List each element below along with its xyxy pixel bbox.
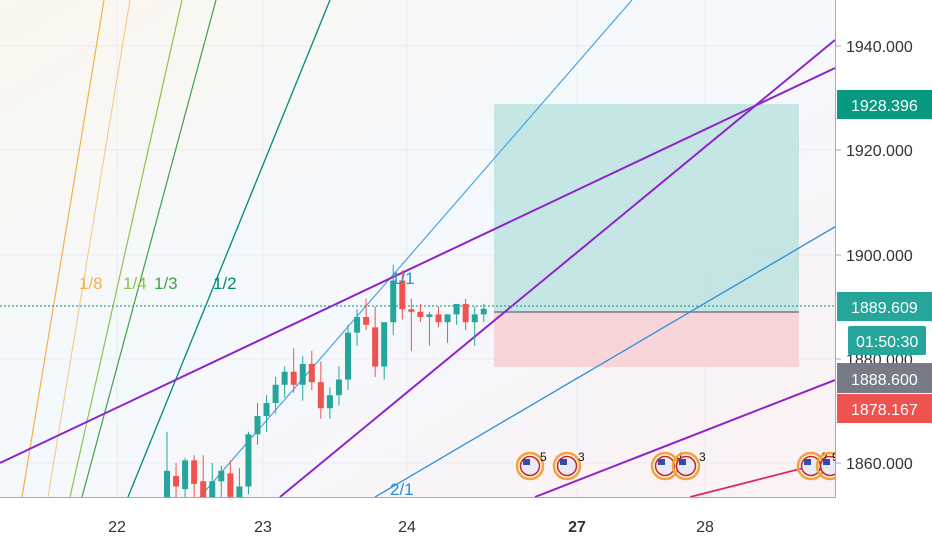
fan-line-2-1 (374, 226, 835, 497)
candle-body-up (236, 486, 243, 497)
candle-body-up (254, 416, 261, 435)
y-tick-label: 1940.000 (846, 39, 913, 56)
stop-loss-price-text: 1878.167 (851, 402, 918, 419)
trend-channel[interactable] (0, 39, 835, 497)
event-count: 4 (676, 450, 683, 464)
candle-body-up (335, 379, 342, 396)
candle-body-up (390, 280, 397, 323)
candle-body-down (227, 473, 234, 497)
economic-event-marker[interactable]: 2 (796, 450, 828, 481)
channel-upper-line (0, 67, 835, 464)
crosshair-price-text: 1888.600 (851, 372, 918, 389)
fan-label: 1/2 (213, 274, 237, 293)
candle-body-up (209, 481, 216, 497)
last-price-text: 1889.609 (851, 300, 918, 317)
candlestick-series (164, 264, 487, 497)
event-markers[interactable]: 5 3 4 3 29 (515, 450, 843, 481)
candle-body-up (272, 384, 279, 404)
candle-body-up (281, 371, 288, 385)
candle-body-down (417, 311, 424, 317)
fan-label: 1/8 (79, 274, 103, 293)
candle-body-down (290, 371, 297, 385)
fan-label: 1/1 (391, 269, 415, 288)
candle-body-down (363, 316, 370, 325)
candle-body-up (471, 314, 478, 323)
fan-label: 1/3 (154, 274, 178, 293)
y-tick-label: 1860.000 (846, 456, 913, 473)
candle-body-up (453, 303, 460, 315)
candle-body-down (173, 476, 180, 487)
price-label-badges: 1928.396 1889.609 01:50:30 1888.600 1878… (837, 90, 932, 423)
candle-body-up (164, 470, 170, 497)
price-scale-ticks (836, 45, 841, 464)
channel-middle-line (279, 39, 835, 497)
candle-body-up (326, 395, 333, 409)
event-count: 5 (540, 450, 547, 464)
fan-label: 1/4 (123, 274, 147, 293)
candle-body-up (480, 308, 487, 315)
fan-line-1-6 (47, 0, 131, 497)
economic-event-marker[interactable]: 3 (671, 450, 706, 481)
y-tick-label: 1920.000 (846, 143, 913, 160)
candle-body-down (191, 460, 198, 484)
candle-body-up (245, 434, 252, 487)
x-tick-label: 28 (696, 519, 714, 536)
stop-loss-price-label: 1878.167 (837, 394, 932, 423)
candle-body-up (354, 316, 361, 333)
x-tick-label: 23 (254, 519, 272, 536)
fan-labels: 1/8 1/4 1/3 1/2 1/1 2/1 (79, 269, 415, 499)
candle-body-up (263, 403, 270, 417)
candle-body-up (426, 314, 433, 317)
fan-line-1-4 (69, 0, 183, 497)
position-loss-zone[interactable] (494, 312, 799, 367)
fan-line-1-1 (199, 0, 633, 497)
economic-event-marker[interactable]: 5 (515, 450, 547, 481)
candle-body-down (200, 481, 207, 497)
x-tick-label: 24 (398, 519, 416, 536)
candle-body-down (435, 314, 442, 323)
y-tick-label: 1900.000 (846, 248, 913, 265)
economic-event-marker[interactable]: 9 (815, 450, 843, 481)
x-tick-label: 22 (108, 519, 126, 536)
fan-line-1-8 (21, 0, 105, 497)
economic-event-marker[interactable]: 3 (552, 450, 585, 481)
event-count: 3 (699, 450, 706, 464)
candle-body-down (308, 363, 315, 383)
countdown-label: 01:50:30 (848, 326, 926, 355)
candle-body-up (182, 460, 189, 490)
candle-body-up (345, 332, 351, 380)
last-price-label: 1889.609 (837, 292, 932, 321)
time-scale-background (0, 498, 836, 550)
event-count: 3 (578, 450, 585, 464)
candle-body-up (299, 363, 306, 385)
x-tick-labels: 22 23 24 27 28 (108, 519, 714, 536)
take-profit-price-label: 1928.396 (837, 90, 932, 119)
channel-lower-line (534, 379, 835, 497)
take-profit-price-text: 1928.396 (851, 98, 918, 115)
event-count: 2 (821, 450, 828, 464)
candle-body-down (317, 382, 324, 409)
x-tick-label: 27 (568, 519, 586, 536)
fan-label: 2/1 (390, 480, 414, 499)
event-count: 9 (832, 450, 839, 464)
crosshair-price-label: 1888.600 (837, 363, 932, 393)
candle-body-up (381, 322, 388, 367)
fan-line-1-2 (127, 0, 331, 497)
candle-body-down (462, 303, 469, 323)
candle-body-down (372, 327, 379, 367)
candle-body-up (218, 470, 225, 482)
countdown-text: 01:50:30 (856, 334, 918, 351)
candle-body-down (399, 280, 406, 310)
candle-body-down (408, 309, 415, 312)
candle-body-up (444, 314, 451, 323)
